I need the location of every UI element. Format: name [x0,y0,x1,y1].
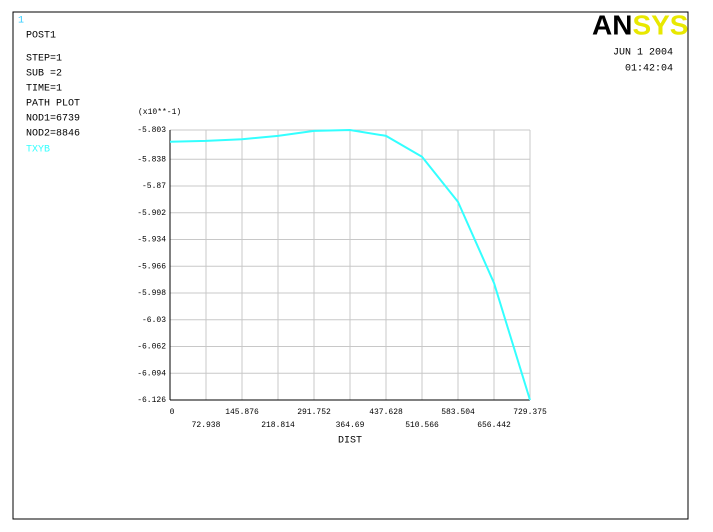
legend-label: TXYB [26,145,50,156]
y-tick-label: -5.803 [137,126,166,135]
y-tick-label: -5.902 [137,209,166,218]
y-tick-label: -5.966 [137,262,166,271]
plot-number: 1 [18,16,24,27]
x-tick-label: 729.375 [513,408,547,417]
x-axis-label: DIST [338,436,362,447]
x-tick-label: 656.442 [477,421,511,430]
logo: ANSYS [592,9,688,40]
y-tick-label: -6.094 [137,369,166,378]
x-tick-label: 583.504 [441,408,475,417]
y-tick-label: -5.87 [142,182,166,191]
annotation: TIME=1 [26,84,62,95]
annotation: STEP=1 [26,54,62,65]
y-tick-label: -6.062 [137,343,166,352]
date: JUN 1 2004 [613,48,673,59]
frame [12,11,689,520]
x-tick-label: 364.69 [336,421,365,430]
y-tick-label: -6.126 [137,396,166,405]
y-multiplier: (x10**-1) [138,108,181,117]
annotation: NOD1=6739 [26,114,80,125]
time: 01:42:04 [625,64,673,75]
y-tick-label: -6.03 [142,316,166,325]
x-tick-label: 218.814 [261,421,295,430]
y-tick-label: -5.998 [137,289,166,298]
annotation: NOD2=8846 [26,129,80,140]
x-tick-label: 510.566 [405,421,439,430]
y-tick-label: -5.838 [137,155,166,164]
x-tick-label: 145.876 [225,408,259,417]
annotation: PATH PLOT [26,99,80,110]
data-line [169,128,531,401]
x-tick-label: 437.628 [369,408,403,417]
x-tick-label: 0 [170,408,175,417]
annotation: SUB =2 [26,69,62,80]
y-tick-label: -5.934 [137,236,166,245]
x-tick-label: 291.752 [297,408,331,417]
annotation: POST1 [26,31,56,42]
x-tick-label: 72.938 [192,421,221,430]
